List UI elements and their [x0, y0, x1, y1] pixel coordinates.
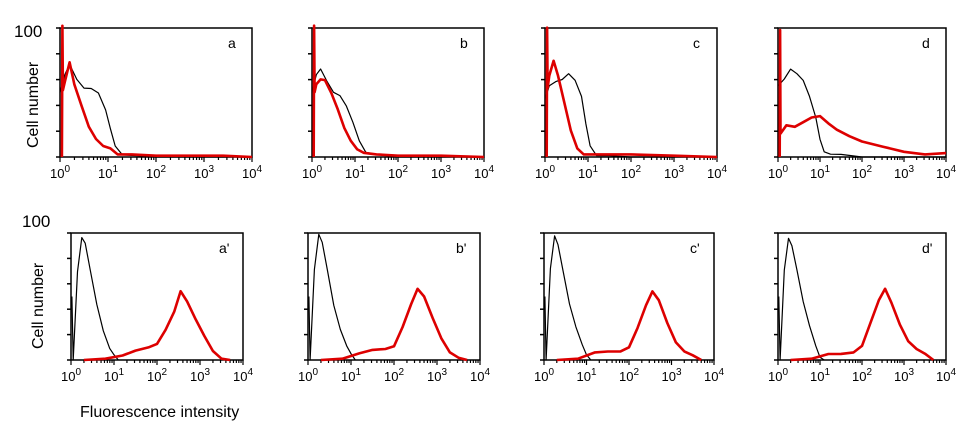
panel-label: a' — [219, 240, 229, 256]
x-tick-label: 104 — [936, 164, 956, 181]
x-tick-label: 100 — [535, 164, 555, 181]
x-tick-label: 100 — [302, 164, 322, 181]
x-tick-label: 103 — [894, 367, 914, 384]
x-tick-label: 103 — [427, 367, 447, 384]
x-tick-label: 104 — [233, 367, 253, 384]
x-tick-label: 100 — [298, 367, 318, 384]
sample-histogram-line — [545, 26, 718, 159]
x-tick-label: 103 — [894, 164, 914, 181]
x-tick-label: 102 — [146, 164, 166, 181]
x-tick-label: 104 — [242, 164, 262, 181]
panel-d: 100 101 102 103 104 d — [768, 27, 956, 181]
control-histogram-line — [308, 233, 356, 361]
panel-a-prime: 100 101 102 103 104 a' — [61, 232, 253, 384]
x-tick-label: 100 — [768, 164, 788, 181]
x-tick-label: 103 — [431, 164, 451, 181]
x-tick-label: 103 — [194, 164, 214, 181]
sample-histogram-line — [312, 24, 485, 159]
x-tick-label: 103 — [662, 367, 682, 384]
control-histogram-line — [778, 237, 825, 361]
x-tick-label: 100 — [534, 367, 554, 384]
x-tick-label: 103 — [664, 164, 684, 181]
x-tick-label: 101 — [345, 164, 365, 181]
panel-c: 100 101 102 103 104 c — [535, 26, 727, 181]
panel-label: d — [922, 35, 930, 51]
x-tick-label: 100 — [768, 367, 788, 384]
x-tick-label: 104 — [707, 164, 727, 181]
x-tick-label: 101 — [810, 164, 830, 181]
control-histogram-line — [59, 63, 252, 158]
y-axis-label-top: Cell number — [25, 61, 42, 148]
plot-frame — [777, 232, 947, 361]
x-tick-label: 101 — [578, 164, 598, 181]
x-tick-label: 101 — [577, 367, 597, 384]
control-histogram-line — [544, 235, 592, 361]
x-tick-label: 104 — [936, 367, 956, 384]
plot-frame — [59, 27, 253, 158]
sample-histogram-line — [83, 289, 231, 362]
panel-label: a — [228, 35, 236, 51]
x-tick-label: 104 — [474, 164, 494, 181]
x-tick-label: 102 — [619, 367, 639, 384]
panel-b-prime: 100 101 102 103 104 b' — [298, 232, 490, 384]
panel-b: 100 101 102 103 104 b — [302, 24, 494, 181]
plot-frame — [544, 27, 718, 158]
x-tick-label: 100 — [50, 164, 70, 181]
x-tick-label: 102 — [384, 367, 404, 384]
sample-histogram-line — [556, 290, 702, 362]
control-histogram-line — [777, 68, 946, 158]
x-tick-label: 104 — [704, 367, 724, 384]
panel-c-prime: 100 101 102 103 104 c' — [534, 232, 724, 384]
x-axis-label: Fluorescence intensity — [80, 404, 239, 421]
x-tick-label: 101 — [341, 367, 361, 384]
control-histogram-line — [544, 73, 717, 158]
x-tick-label: 102 — [852, 164, 872, 181]
sample-histogram-line — [320, 287, 468, 362]
x-tick-label: 102 — [852, 367, 872, 384]
control-histogram-line — [71, 237, 119, 361]
y-max-label-bottom: 100 — [22, 212, 50, 231]
y-axis-label-bottom: Cell number — [30, 262, 47, 349]
x-tick-label: 102 — [147, 367, 167, 384]
x-tick-label: 103 — [190, 367, 210, 384]
x-tick-label: 102 — [621, 164, 641, 181]
x-tick-label: 100 — [61, 367, 81, 384]
panel-label: b — [460, 35, 468, 51]
sample-histogram-line — [778, 28, 947, 158]
x-tick-label: 101 — [98, 164, 118, 181]
plot-frame — [307, 232, 481, 361]
y-max-label-top: 100 — [14, 22, 42, 41]
x-tick-label: 101 — [810, 367, 830, 384]
panel-a: 100 101 102 103 104 a — [50, 24, 262, 181]
plot-frame — [70, 232, 244, 361]
panel-label: c' — [690, 240, 700, 256]
plot-frame — [311, 27, 485, 158]
panel-label: c — [693, 35, 700, 51]
x-tick-label: 101 — [104, 367, 124, 384]
plot-frame — [543, 232, 715, 361]
plot-frame — [777, 27, 947, 158]
panel-d-prime: 100 101 102 103 104 d' — [768, 232, 956, 384]
sample-histogram-line — [60, 24, 253, 159]
panel-label: d' — [922, 240, 932, 256]
panel-label: b' — [456, 240, 466, 256]
x-tick-label: 102 — [388, 164, 408, 181]
sample-histogram-line — [790, 287, 935, 362]
x-tick-label: 104 — [470, 367, 490, 384]
